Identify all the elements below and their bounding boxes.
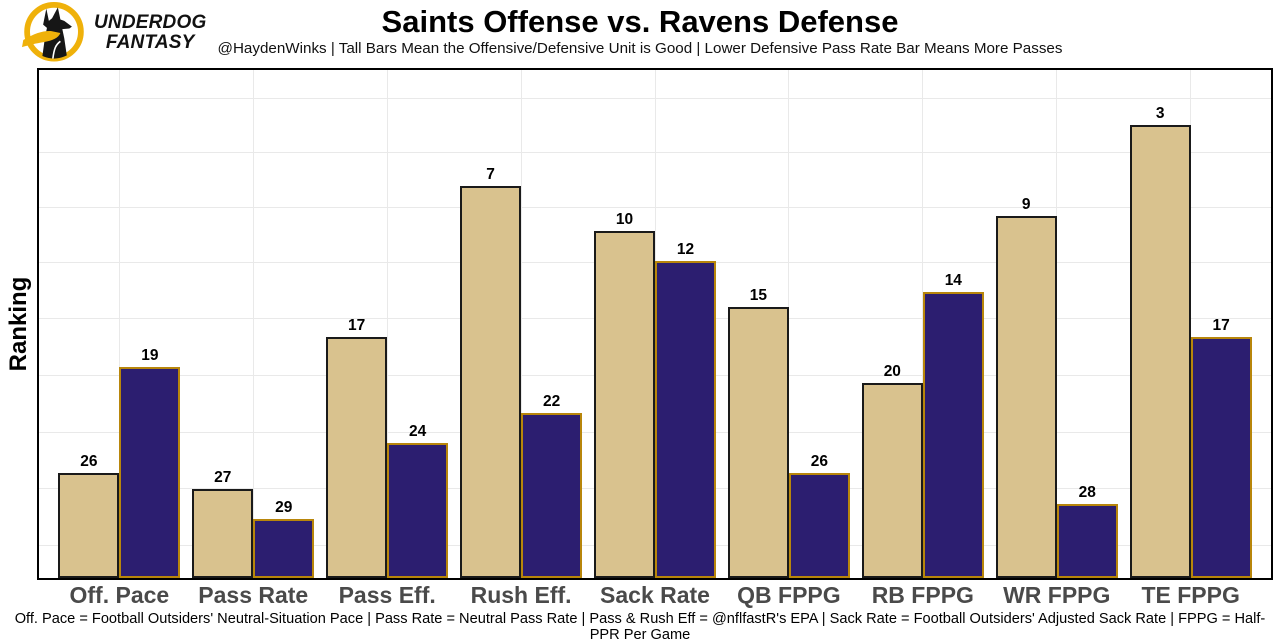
bar-ravens-defense xyxy=(922,291,984,578)
bar-rank-label: 26 xyxy=(810,453,829,471)
category-label: WR FPPG xyxy=(1003,582,1111,608)
bar-rank-label: 29 xyxy=(275,498,293,516)
bar-saints-offense xyxy=(460,185,522,578)
bar-saints-offense xyxy=(861,382,923,578)
vertical-gridline xyxy=(1056,70,1058,578)
bar-rank-label: 24 xyxy=(409,423,427,441)
bar-rank-label: 3 xyxy=(1155,104,1165,122)
bar-rank-label: 12 xyxy=(676,241,695,259)
bar-saints-offense xyxy=(594,231,655,578)
underdog-fantasy-logo: UNDERDOG FANTASY xyxy=(20,1,206,65)
logo-text-fantasy: FANTASY xyxy=(105,32,195,53)
bar-rank-label: 15 xyxy=(749,286,768,304)
vertical-gridline xyxy=(386,70,388,578)
bar-saints-offense xyxy=(58,473,120,578)
underdog-dog-icon xyxy=(22,1,84,62)
vertical-gridline xyxy=(1190,70,1192,578)
plot-area: 26 19 27 29 17 24 7 22 10 12 15 26 20 14 9 28 3 17 xyxy=(37,68,1273,580)
category-label: Off. Pace xyxy=(69,582,170,608)
bar-rank-label: 14 xyxy=(944,271,962,289)
bar-rank-label: 20 xyxy=(883,362,901,380)
vertical-gridline xyxy=(118,70,120,578)
bar-ravens-defense xyxy=(1190,337,1252,578)
vertical-gridline xyxy=(520,70,522,578)
category-label: Pass Rate xyxy=(198,582,309,608)
bar-ravens-defense xyxy=(253,518,315,578)
bar-ravens-defense xyxy=(655,261,716,578)
category-label: Pass Eff. xyxy=(338,582,436,608)
chart-title: Saints Offense vs. Ravens Defense xyxy=(381,4,899,39)
y-axis-label: Ranking xyxy=(5,276,32,372)
bar-saints-offense xyxy=(1129,124,1191,578)
category-label: RB FPPG xyxy=(871,582,974,608)
bar-rank-label: 19 xyxy=(141,347,159,365)
chart-subtitle: @HaydenWinks | Tall Bars Mean the Offens… xyxy=(217,40,1063,57)
bar-saints-offense xyxy=(326,337,388,578)
bar-saints-offense xyxy=(192,488,254,578)
bar-rank-label: 27 xyxy=(214,468,232,486)
bar-ravens-defense xyxy=(521,412,583,578)
bar-ravens-defense xyxy=(788,473,850,578)
bar-saints-offense xyxy=(995,215,1057,578)
vertical-gridline xyxy=(252,70,254,578)
bar-rank-label: 7 xyxy=(486,165,495,183)
x-axis-labels: Off. Pace Pass Rate Pass Eff. Rush Eff. Sack… xyxy=(37,582,1273,610)
bar-saints-offense xyxy=(727,306,789,578)
bar-ravens-defense xyxy=(387,443,449,578)
vertical-gridline xyxy=(788,70,790,578)
bar-rank-label: 28 xyxy=(1078,483,1096,501)
bar-rank-label: 17 xyxy=(348,317,366,335)
category-label: Sack Rate xyxy=(600,582,710,608)
bar-rank-label: 22 xyxy=(542,392,561,410)
logo-text-underdog: UNDERDOG xyxy=(94,12,207,33)
category-label: Rush Eff. xyxy=(470,582,572,608)
footer-note: Off. Pace = Football Outsiders' Neutral-… xyxy=(14,611,1266,643)
bar-rank-label: 17 xyxy=(1212,317,1230,335)
bar-ravens-defense xyxy=(1056,503,1118,578)
bar-rank-label: 10 xyxy=(615,211,634,228)
category-label: QB FPPG xyxy=(737,582,841,608)
category-label: TE FPPG xyxy=(1141,582,1240,608)
bar-ravens-defense xyxy=(119,367,181,578)
bar-rank-label: 9 xyxy=(1021,195,1031,213)
bar-rank-label: 26 xyxy=(80,453,98,471)
